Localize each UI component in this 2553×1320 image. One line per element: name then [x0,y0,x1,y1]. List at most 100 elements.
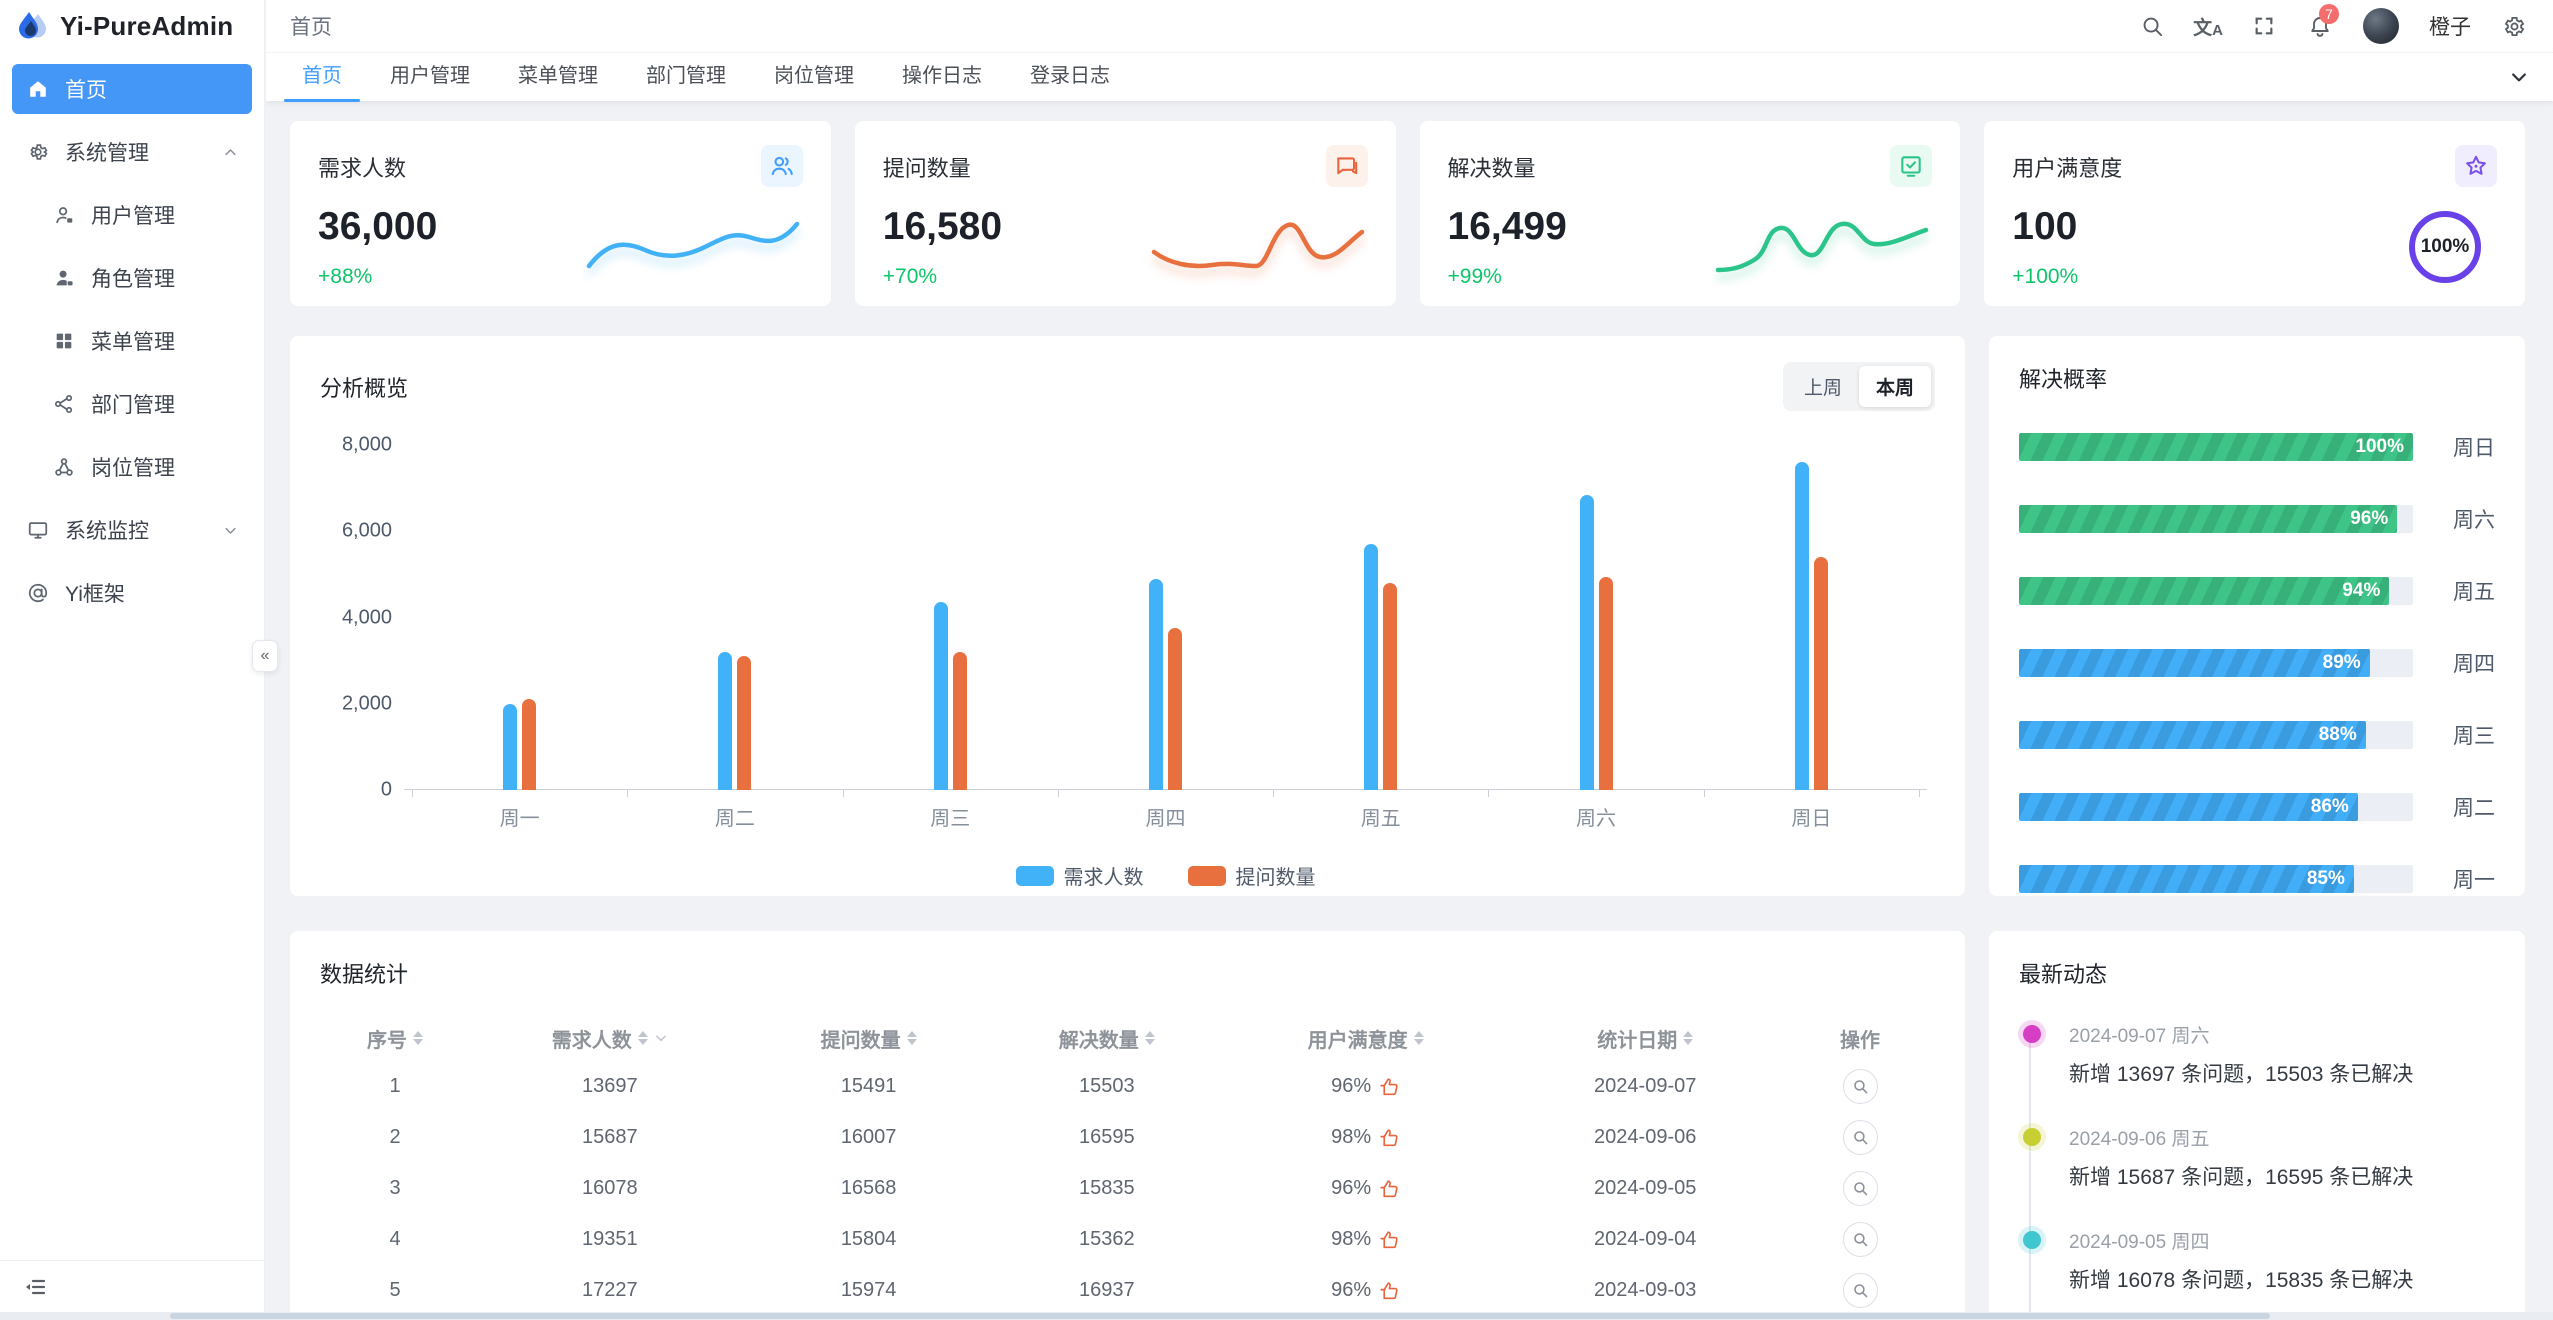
y-tick-label: 8,000 [341,433,392,456]
view-detail-button[interactable] [1842,1120,1878,1155]
tab-用户管理[interactable]: 用户管理 [390,65,470,87]
column-header-提问数量[interactable]: 提问数量 [750,1024,988,1053]
table-cell: 15804 [840,1228,897,1250]
notifications-bell-icon[interactable]: 7 [2307,4,2339,39]
filter-chevron-down-icon[interactable] [654,1031,668,1045]
sort-carets-icon[interactable] [1144,1031,1155,1045]
bar-提问数量-周四[interactable] [1167,628,1182,790]
bar-提问数量-周三[interactable] [952,652,967,790]
bar-需求人数-周六[interactable] [1579,494,1594,790]
x-axis-tick [1488,790,1490,797]
stat-card-numbers: 16,580 +70% [883,205,1002,289]
stat-card-numbers: 100 +100% [2012,205,2078,289]
sort-carets-icon[interactable] [1683,1031,1694,1045]
progress-track: 94% [2019,577,2413,605]
stat-card-value: 100 [2012,205,2078,248]
sidebar-item-角色管理[interactable]: 角色管理 [12,253,252,303]
stat-card-title: 需求人数 [318,156,407,181]
tab-操作日志[interactable]: 操作日志 [902,65,982,87]
column-label: 解决数量 [1058,1029,1139,1052]
sort-carets-icon[interactable] [906,1031,917,1045]
sidebar-item-首页[interactable]: 首页 [12,64,252,114]
toggle-上周[interactable]: 上周 [1803,378,1842,399]
user-icon [52,203,76,227]
sidebar-item-Yi框架[interactable]: Yi框架 [12,568,252,618]
column-header-需求人数[interactable]: 需求人数 [470,1024,750,1053]
sidebar-item-用户管理[interactable]: 用户管理 [12,190,252,240]
bar-需求人数-周一[interactable] [503,703,518,790]
bar-需求人数-周四[interactable] [1148,578,1163,790]
tabs-dropdown-chevron-icon[interactable] [2509,67,2529,87]
x-tick-label: 周三 [930,808,971,830]
sidebar-item-岗位管理[interactable]: 岗位管理 [12,442,252,492]
timeline-date: 2024-09-06 周五 [2069,1129,2210,1150]
bar-需求人数-周五[interactable] [1364,544,1379,790]
x-tick-label: 周五 [1360,808,1401,830]
bar-需求人数-周三[interactable] [933,602,948,790]
username[interactable]: 橙子 [2429,16,2471,39]
solve-day-label: 周二 [2453,797,2495,820]
bar-提问数量-周二[interactable] [737,656,752,790]
view-detail-button[interactable] [1842,1069,1878,1104]
sort-carets-icon[interactable] [1413,1031,1424,1045]
tabs: 首页 用户管理 菜单管理 部门管理 岗位管理 操作日志 登录日志 [278,53,1134,102]
legend-item-需求人数[interactable]: 需求人数 [1015,861,1144,890]
tab-菜单管理[interactable]: 菜单管理 [518,65,598,87]
timeline-text: 新增 15687 条问题，16595 条已解决 [2069,1166,2414,1189]
sidebar-item-部门管理[interactable]: 部门管理 [12,379,252,429]
table-cell: 15503 [1078,1075,1135,1097]
monitor-icon [26,518,50,542]
x-tick-label: 周日 [1791,808,1832,830]
sort-carets-icon[interactable] [637,1031,648,1045]
bar-需求人数-周二[interactable] [718,652,733,790]
sort-carets-icon[interactable] [413,1031,423,1045]
progress-fill: 88% [2019,721,2366,749]
tab-登录日志[interactable]: 登录日志 [1030,65,1110,87]
stat-card-header: 用户满意度 [2012,145,2497,187]
stat-card-delta: +100% [2012,265,2079,288]
notification-badge: 7 [2319,4,2339,24]
operation-cell [1785,1171,1935,1206]
timeline-dot [2023,1025,2041,1043]
column-header-序号[interactable]: 序号 [320,1024,470,1053]
content: 需求人数 36,000 +88% 提问数量 16,580 +70% 解决数量 16,499 +9… [266,101,2553,1312]
x-axis-tick [627,790,629,797]
sidebar-collapse-handle[interactable]: « [252,640,278,672]
column-header-用户满意度[interactable]: 用户满意度 [1226,1024,1506,1053]
timeline-dot [2023,1128,2041,1146]
stat-card-row: 需求人数 36,000 +88% 提问数量 16,580 +70% 解决数量 16,499 +9… [290,121,2525,306]
bar-chart: 0 2,000 4,000 6,000 8,000 周一 周二 周三 周四 周五 周六 周日 需求人… [320,434,1935,890]
legend-item-提问数量[interactable]: 提问数量 [1187,861,1316,890]
bar-需求人数-周日[interactable] [1794,462,1809,790]
search-icon[interactable] [2139,13,2165,39]
bar-提问数量-周一[interactable] [522,699,537,790]
sidebar-item-系统管理[interactable]: 系统管理 [12,127,252,177]
fullscreen-icon[interactable] [2251,13,2277,39]
horizontal-scrollbar-thumb[interactable] [170,1313,2270,1319]
logo-row[interactable]: Yi-PureAdmin [0,0,264,52]
view-detail-button[interactable] [1842,1273,1878,1308]
view-detail-button[interactable] [1842,1222,1878,1257]
settings-gear-icon[interactable] [2501,13,2527,39]
bar-提问数量-周六[interactable] [1598,576,1613,790]
view-detail-button[interactable] [1842,1171,1878,1206]
menu-fold-icon[interactable] [22,1274,48,1300]
timeline-text: 新增 16078 条问题，15835 条已解决 [2069,1269,2414,1292]
tab-岗位管理[interactable]: 岗位管理 [774,65,854,87]
column-label: 需求人数 [551,1029,632,1052]
tab-首页[interactable]: 首页 [278,53,366,102]
date-cell: 2024-09-04 [1594,1228,1697,1250]
horizontal-scrollbar[interactable] [0,1312,2553,1320]
bar-group-周四 [1058,445,1273,790]
bar-提问数量-周五[interactable] [1383,583,1398,790]
table-cell: 15491 [840,1075,897,1097]
tab-部门管理[interactable]: 部门管理 [646,65,726,87]
sidebar-item-系统监控[interactable]: 系统监控 [12,505,252,555]
column-header-解决数量[interactable]: 解决数量 [988,1024,1226,1053]
sidebar-item-菜单管理[interactable]: 菜单管理 [12,316,252,366]
toggle-本周[interactable]: 本周 [1858,366,1931,407]
bar-提问数量-周日[interactable] [1813,557,1828,790]
avatar[interactable] [2363,8,2399,44]
column-header-统计日期[interactable]: 统计日期 [1505,1024,1785,1053]
